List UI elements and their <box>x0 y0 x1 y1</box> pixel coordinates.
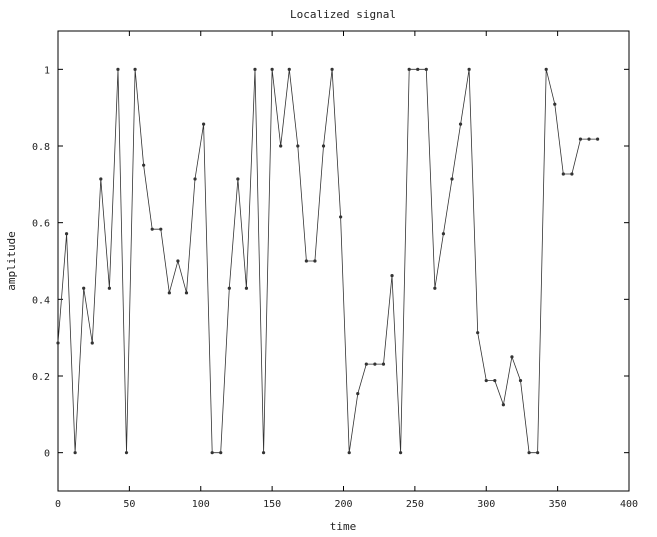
data-point <box>279 144 283 148</box>
data-point <box>296 144 300 148</box>
data-point <box>73 451 77 455</box>
data-point <box>64 232 69 236</box>
data-point <box>476 331 480 335</box>
data-point <box>536 451 540 455</box>
data-point <box>407 67 411 71</box>
x-tick-label: 250 <box>406 499 424 510</box>
data-point <box>347 451 351 455</box>
data-point <box>390 273 394 278</box>
data-point <box>561 172 565 176</box>
data-point <box>159 227 163 231</box>
data-point <box>253 67 257 71</box>
data-point <box>381 362 386 366</box>
data-point <box>518 379 523 383</box>
data-point <box>433 286 437 290</box>
series-line <box>57 68 598 454</box>
data-point <box>587 137 591 141</box>
data-point <box>441 232 446 236</box>
data-point <box>330 67 334 71</box>
data-point <box>236 177 240 181</box>
data-point <box>133 67 137 71</box>
x-tick-label: 150 <box>263 499 281 510</box>
plot-frame <box>57 30 630 492</box>
data-point <box>321 144 326 148</box>
data-point <box>364 362 368 366</box>
data-point <box>553 102 557 106</box>
data-point <box>578 137 583 141</box>
data-point <box>356 392 360 396</box>
data-point <box>458 122 463 126</box>
data-point <box>339 215 343 219</box>
data-point <box>450 177 454 181</box>
data-point <box>82 286 86 290</box>
data-point <box>501 403 505 407</box>
data-point <box>124 451 129 455</box>
data-point <box>287 67 291 71</box>
data-point <box>373 362 377 366</box>
data-point <box>304 259 308 263</box>
data-point <box>150 227 154 231</box>
x-tick-label: 100 <box>192 499 210 510</box>
x-tick-label: 400 <box>620 499 638 510</box>
x-tick-label: 350 <box>549 499 567 510</box>
chart-title: Localized signal <box>290 8 396 21</box>
data-point <box>56 341 60 345</box>
data-point <box>270 67 274 71</box>
data-point <box>510 355 514 359</box>
data-point <box>313 259 317 263</box>
y-tick-label: 0.8 <box>32 142 50 153</box>
y-tick-label: 0.2 <box>32 372 50 383</box>
data-point <box>193 177 197 181</box>
data-point <box>595 137 600 141</box>
data-point <box>527 451 531 455</box>
data-point <box>90 341 94 345</box>
y-axis-label: amplitude <box>5 231 18 291</box>
axes-ticks: 0 50 100 150 200 250 300 350 400 0 0.2 0.4 0.6 0.8 1 <box>32 31 638 510</box>
y-tick-label: 1 <box>44 65 50 76</box>
data-point <box>416 67 420 71</box>
y-tick-label: 0.6 <box>32 219 50 230</box>
data-point <box>544 67 548 71</box>
data-point <box>484 379 488 383</box>
data-point <box>570 172 574 176</box>
x-tick-label: 200 <box>334 499 352 510</box>
x-axis-label: time <box>330 520 357 533</box>
x-tick-label: 0 <box>55 499 61 510</box>
data-point <box>167 291 171 295</box>
data-point <box>493 379 497 383</box>
data-point <box>202 122 206 126</box>
data-point <box>184 291 189 295</box>
data-point <box>219 451 223 455</box>
data-point <box>227 286 231 290</box>
y-tick-label: 0 <box>44 449 50 460</box>
data-point <box>210 451 214 455</box>
data-point <box>107 286 111 290</box>
data-point <box>176 259 180 263</box>
data-series <box>56 67 600 455</box>
data-point <box>399 451 403 455</box>
x-tick-label: 50 <box>123 499 135 510</box>
data-point <box>116 67 120 71</box>
data-point <box>142 163 146 167</box>
x-tick-label: 300 <box>477 499 495 510</box>
data-point <box>261 451 266 455</box>
data-point <box>467 67 471 71</box>
data-point <box>424 67 428 71</box>
y-tick-label: 0.4 <box>32 295 50 306</box>
data-point <box>244 286 249 290</box>
data-point <box>99 177 103 181</box>
